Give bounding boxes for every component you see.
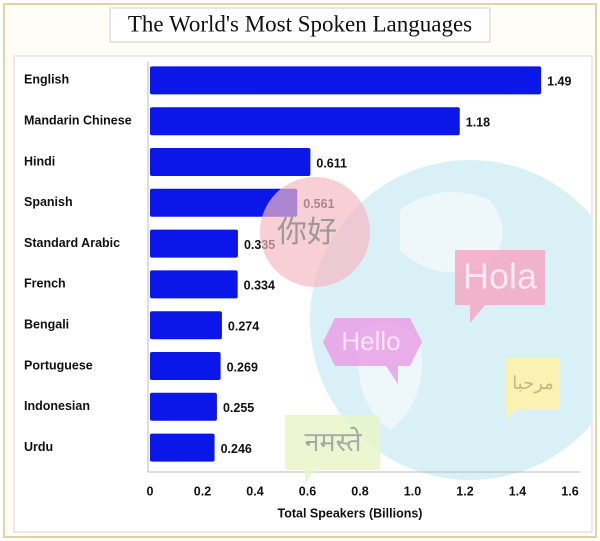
- value-label: 1.18: [466, 115, 490, 129]
- x-tick-label: 0.4: [246, 484, 263, 498]
- x-tick-label: 0.6: [299, 484, 316, 498]
- x-tick-label: 0.2: [194, 484, 211, 498]
- bubble-text: Hello: [341, 326, 400, 356]
- bar: [150, 66, 542, 95]
- bubble-text: Hola: [463, 256, 538, 297]
- bubble-text: नमस्ते: [304, 426, 362, 457]
- y-tick-label: English: [24, 73, 69, 87]
- value-label: 0.255: [223, 401, 254, 415]
- y-tick-label: Standard Arabic: [24, 236, 120, 250]
- y-tick-label: Spanish: [24, 195, 73, 209]
- bubble: [285, 415, 380, 484]
- bubble-text: مرحبا: [512, 373, 554, 394]
- y-tick-label: Portuguese: [24, 358, 93, 372]
- value-label: 0.246: [221, 442, 252, 456]
- x-tick-label: 1.4: [509, 484, 526, 498]
- bubble: [323, 318, 422, 384]
- chart-title: The World's Most Spoken Languages: [128, 11, 472, 36]
- x-tick-label: 0: [147, 484, 154, 498]
- bubble: [260, 177, 370, 287]
- value-label: 0.274: [228, 319, 259, 333]
- bar: [150, 270, 238, 299]
- bubble-text: 你好: [277, 216, 337, 249]
- bar: [150, 392, 217, 421]
- y-tick-label: Indonesian: [24, 399, 90, 413]
- x-axis-title: Total Speakers (Billions): [278, 506, 423, 520]
- bar: [150, 352, 221, 380]
- bar: [150, 311, 222, 340]
- bar: [150, 433, 215, 462]
- value-label: 0.611: [316, 156, 347, 170]
- bubbles: 你好 Hola Hello مرحبا नमस्ते: [260, 177, 560, 484]
- plot: 0 0.2 0.4 0.6 0.8 1.0 1.2 1.4 1.6 English 1.49 Mand…: [24, 66, 579, 498]
- title-box: [109, 7, 491, 43]
- x-tick-label: 1.6: [561, 484, 578, 498]
- value-label: 1.49: [547, 75, 571, 89]
- x-tick-label: 1.2: [456, 484, 473, 498]
- y-tick-label: Mandarin Chinese: [24, 113, 132, 127]
- x-tick-label: 0.8: [351, 484, 368, 498]
- value-label: 0.269: [227, 360, 258, 374]
- y-tick-label: Bengali: [24, 317, 69, 331]
- y-tick-label: French: [24, 277, 66, 291]
- y-tick-label: Hindi: [24, 154, 55, 168]
- bubble: [455, 250, 545, 323]
- bar: [150, 188, 298, 217]
- value-label: 0.334: [244, 279, 275, 293]
- bar: [150, 229, 238, 258]
- bar: [150, 107, 460, 136]
- y-tick-label: Urdu: [24, 440, 53, 454]
- x-tick-label: 1.0: [404, 484, 421, 498]
- bar: [150, 148, 311, 176]
- bubble: [505, 358, 560, 422]
